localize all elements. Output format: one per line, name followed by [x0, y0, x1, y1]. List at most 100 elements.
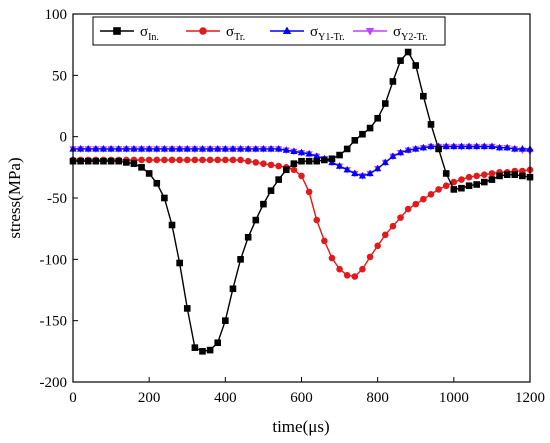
data-point — [305, 157, 313, 165]
data-point — [198, 144, 207, 152]
data-point — [92, 157, 100, 165]
data-point — [123, 159, 130, 166]
data-point — [267, 187, 275, 194]
data-point — [122, 144, 130, 152]
data-point — [381, 158, 389, 166]
data-point — [412, 62, 420, 69]
data-point — [237, 256, 244, 263]
data-point — [328, 254, 336, 262]
y-tick-label: 0 — [60, 130, 68, 146]
data-point — [389, 152, 397, 159]
data-point — [359, 265, 366, 273]
data-point — [221, 144, 229, 152]
data-point — [366, 169, 374, 177]
data-point — [389, 78, 397, 85]
data-point — [420, 92, 427, 100]
data-point — [137, 144, 146, 152]
x-tick-label: 600 — [290, 390, 313, 406]
data-point — [84, 144, 92, 152]
data-point — [77, 157, 84, 165]
x-tick-label: 0 — [69, 390, 77, 406]
data-point — [222, 156, 229, 164]
data-point — [138, 156, 145, 164]
data-point — [183, 156, 191, 164]
data-point — [236, 144, 245, 152]
data-point — [503, 143, 511, 151]
data-point — [427, 142, 435, 150]
legend-label-subscript: Y1-Tr. — [318, 32, 345, 43]
data-point — [419, 143, 427, 151]
data-point — [259, 144, 268, 152]
data-point — [237, 156, 244, 164]
x-tick-label: 800 — [366, 390, 389, 406]
data-point — [366, 253, 374, 261]
data-point — [351, 169, 359, 177]
data-point — [282, 146, 290, 153]
data-point — [335, 162, 344, 169]
data-point — [496, 172, 503, 180]
data-point — [450, 186, 458, 193]
data-point — [465, 182, 473, 190]
data-point — [351, 137, 359, 144]
data-point — [153, 144, 161, 152]
data-point — [176, 156, 183, 164]
data-point — [343, 145, 351, 153]
data-point — [267, 161, 275, 169]
legend-marker — [282, 26, 292, 35]
data-point — [488, 142, 496, 150]
data-point — [404, 48, 412, 56]
data-point — [313, 157, 321, 165]
data-point — [100, 157, 107, 165]
data-point — [495, 143, 504, 151]
legend-label-symbol: σ — [226, 24, 234, 40]
legend: σIn. σTr. σY1-Tr. σY2-Tr. — [92, 16, 446, 46]
data-point — [458, 176, 465, 183]
data-point — [389, 222, 397, 230]
data-point — [412, 200, 420, 208]
legend-label-subscript: In. — [148, 32, 159, 43]
y-axis: -200 -150 -100 -50 0 50 100 — [40, 7, 78, 391]
data-point — [107, 157, 115, 165]
data-point — [214, 144, 222, 152]
data-point — [351, 273, 359, 280]
y-tick-label: -200 — [40, 375, 68, 391]
data-point — [275, 144, 283, 152]
data-point — [191, 344, 199, 351]
data-point — [76, 144, 85, 152]
data-point — [183, 305, 191, 312]
data-point — [206, 346, 214, 354]
x-axis: 0 200 400 600 800 1000 1200 — [69, 377, 545, 406]
data-point — [519, 172, 526, 180]
data-point — [244, 233, 252, 241]
data-point — [161, 194, 168, 202]
data-point — [511, 171, 519, 178]
data-point — [359, 130, 366, 138]
data-point — [214, 339, 222, 347]
data-point — [481, 171, 488, 178]
data-point — [313, 152, 321, 159]
data-point — [473, 142, 481, 150]
legend-label-symbol: σ — [140, 24, 148, 40]
data-point — [298, 157, 305, 165]
data-point — [99, 144, 108, 152]
data-point — [328, 155, 336, 163]
data-point — [183, 144, 191, 152]
data-point — [252, 144, 260, 152]
data-point — [229, 285, 237, 293]
data-point — [343, 271, 351, 279]
data-point — [206, 156, 214, 164]
data-point — [442, 142, 450, 150]
data-point — [480, 142, 488, 150]
data-point — [153, 156, 161, 164]
data-point — [115, 144, 123, 152]
x-tick-label: 1200 — [515, 390, 545, 406]
data-point — [260, 160, 267, 167]
data-point — [473, 172, 480, 180]
data-point — [465, 173, 473, 181]
data-point — [427, 191, 435, 198]
data-point — [84, 157, 92, 165]
data-point — [374, 114, 381, 122]
legend-label: σIn. — [140, 24, 159, 43]
data-point — [168, 221, 176, 229]
